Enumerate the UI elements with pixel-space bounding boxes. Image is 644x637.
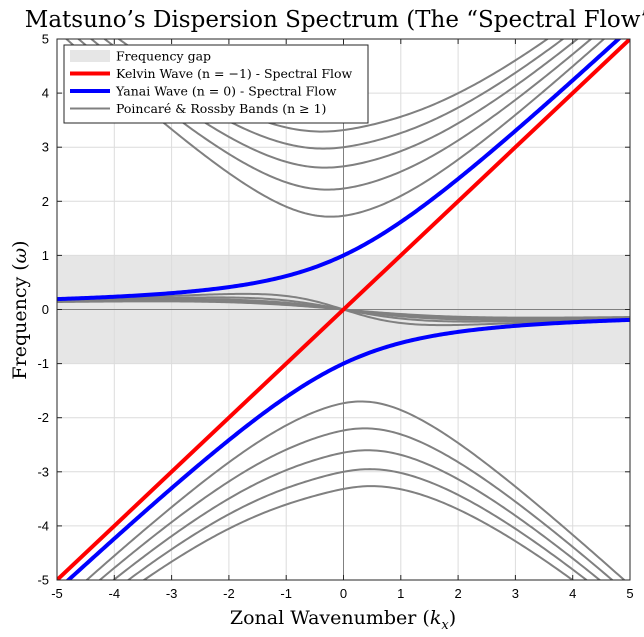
band-n2-lower <box>98 427 614 580</box>
y-tick-label: 0 <box>42 302 49 317</box>
legend-label-gap: Frequency gap <box>116 49 211 64</box>
legend-entry-bands: Poincaré & Rossby Bands (n ≥ 1) <box>70 101 326 116</box>
y-tick-label: -3 <box>37 464 49 479</box>
yanai-wave-lower <box>65 317 630 580</box>
y-tick-label: -1 <box>37 356 49 371</box>
band-n4-lower <box>126 468 589 580</box>
legend-entry-kelvin: Kelvin Wave (n = −1) - Spectral Flow <box>70 66 353 81</box>
axis-ticks: -5 -4 -3 -2 -1 0 1 2 3 4 5 -5 -4 -3 -2 -1 0 1 2 3 4 5 <box>37 32 633 602</box>
chart-title: Matsuno’s Dispersion Spectrum (The “Spec… <box>25 7 644 33</box>
y-tick-label: 2 <box>42 194 49 209</box>
legend-label-yanai: Yanai Wave (n = 0) - Spectral Flow <box>115 84 337 99</box>
x-tick-label: -5 <box>51 586 63 601</box>
x-tick-label: -4 <box>109 586 121 601</box>
band-n5-lower <box>142 485 575 580</box>
x-tick-label: -1 <box>280 586 292 601</box>
legend-swatch-gap <box>70 50 110 62</box>
x-tick-label: 4 <box>569 586 576 601</box>
legend: Frequency gap Kelvin Wave (n = −1) - Spec… <box>63 44 369 124</box>
band-n1-lower <box>85 400 626 580</box>
y-tick-label: -5 <box>37 573 49 588</box>
band-n3-lower <box>111 449 602 580</box>
x-tick-label: 3 <box>512 586 519 601</box>
x-tick-label: 0 <box>340 586 347 601</box>
y-tick-label: 3 <box>42 140 49 155</box>
legend-entry-gap: Frequency gap <box>70 49 211 64</box>
x-axis-label: Zonal Wavenumber (kx) <box>230 607 456 633</box>
x-tick-label: -2 <box>223 586 235 601</box>
kelvin-wave-line <box>57 39 630 580</box>
x-tick-label: 5 <box>626 586 633 601</box>
plot-area <box>56 38 631 581</box>
legend-box <box>63 44 369 124</box>
y-tick-label: 1 <box>42 248 49 263</box>
y-axis-label: Frequency (ω) <box>9 240 31 379</box>
legend-label-kelvin: Kelvin Wave (n = −1) - Spectral Flow <box>116 66 353 81</box>
y-tick-label: 5 <box>42 32 49 47</box>
legend-entry-yanai: Yanai Wave (n = 0) - Spectral Flow <box>70 84 337 99</box>
y-tick-label: 4 <box>42 86 49 101</box>
y-tick-label: -2 <box>37 410 49 425</box>
yanai-wave-upper <box>57 39 622 302</box>
y-tick-label: -4 <box>37 518 49 533</box>
legend-label-bands: Poincaré & Rossby Bands (n ≥ 1) <box>116 101 326 116</box>
x-tick-label: 2 <box>454 586 461 601</box>
x-tick-label: -3 <box>166 586 178 601</box>
x-tick-label: 1 <box>397 586 404 601</box>
